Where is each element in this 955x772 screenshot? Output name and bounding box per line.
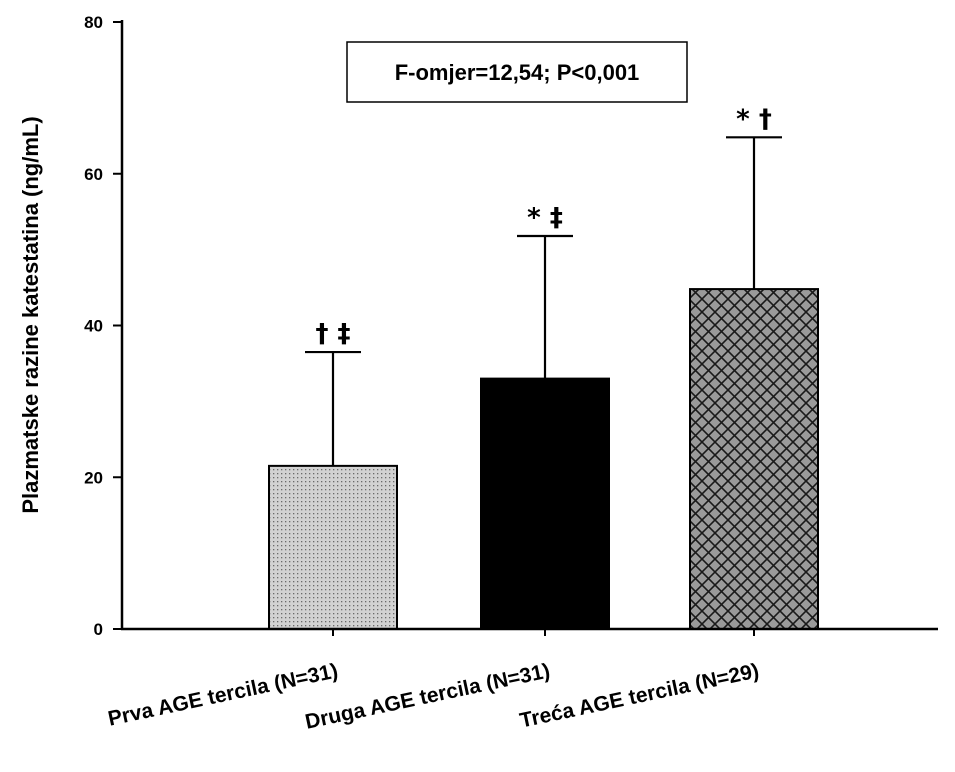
bar-3: [689, 288, 819, 630]
significance-label-1: † ‡: [315, 319, 350, 349]
significance-label-3: * †: [736, 104, 772, 134]
y-tick-label-1: 20: [84, 468, 103, 487]
annotation-box: [346, 41, 688, 103]
y-axis-label: Plazmatske razine katestatina (ng/mL): [18, 116, 43, 513]
y-tick-label-4: 80: [84, 13, 103, 32]
significance-labels-layer: † ‡ * ‡ * †: [315, 104, 771, 349]
x-ticks-layer: Prva AGE tercila (N=31)Druga AGE tercila…: [106, 629, 761, 734]
y-tick-label-3: 60: [84, 165, 103, 184]
bar-1: [268, 464, 398, 630]
bar-2: [480, 377, 610, 630]
annotation-text: F-omjer=12,54; P<0,001: [395, 60, 640, 85]
x-tick-label-2: Druga AGE tercila (N=31): [303, 659, 552, 733]
error-bars-layer: [305, 136, 782, 466]
y-ticks-layer: 0 20 40 60 80: [84, 13, 122, 639]
bars-layer: [268, 288, 819, 630]
y-tick-label-2: 40: [84, 317, 103, 336]
x-tick-label-3: Treća AGE tercila (N=29): [518, 659, 761, 732]
y-tick-label-0: 0: [94, 620, 103, 639]
significance-label-2: * ‡: [527, 203, 563, 233]
